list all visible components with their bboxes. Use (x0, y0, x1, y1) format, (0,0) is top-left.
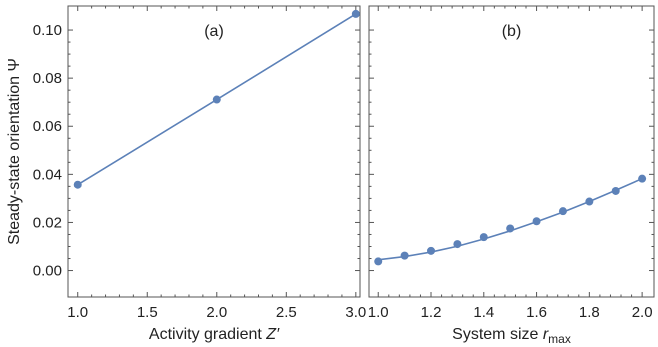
data-point (453, 240, 462, 249)
panel-b-ticks (369, 6, 654, 297)
data-point (611, 186, 620, 195)
y-tick-label: 0.00 (33, 263, 62, 280)
data-point (374, 257, 383, 266)
data-point (400, 251, 409, 260)
panel-b-xlabel-sub: max (548, 332, 571, 346)
panel-a-xlabel-var: Z′ (265, 326, 280, 343)
data-point (532, 217, 541, 226)
panel-b-ticklabels: 1.0 1.2 1.4 1.6 1.8 2.0 (368, 304, 653, 321)
panel-b-xlabel-main: System size (452, 326, 543, 343)
panel-b: 1.0 1.2 1.4 1.6 1.8 2.0 (b) System size rmax (368, 5, 655, 346)
x-tick-label: 1.2 (421, 304, 442, 321)
x-tick-label: 1.0 (67, 304, 88, 321)
y-tick-label: 0.08 (33, 70, 62, 87)
data-point (212, 95, 221, 104)
panel-b-label: (b) (502, 23, 522, 40)
panel-a-plot (73, 9, 360, 189)
panel-a-label: (a) (204, 23, 224, 40)
x-tick-label: 3.0 (345, 304, 366, 321)
x-tick-label: 1.6 (526, 304, 547, 321)
panel-a: 1.0 1.5 2.0 2.5 3.00.000.020.040.060.080.10 … (6, 5, 366, 343)
data-point (73, 180, 82, 189)
panel-a-ticks (68, 6, 360, 297)
data-point (506, 224, 515, 233)
data-point (427, 246, 436, 255)
panel-a-frame (67, 5, 361, 298)
x-tick-label: 1.8 (579, 304, 600, 321)
x-tick-label: 1.0 (368, 304, 389, 321)
y-tick-label: 0.02 (33, 214, 62, 231)
panel-b-xlabel-var: r (543, 326, 549, 343)
fit-line (378, 177, 643, 261)
y-tick-label: 0.04 (33, 166, 62, 183)
y-tick-label: 0.06 (33, 118, 62, 135)
panel-a-xlabel-main: Activity gradient (149, 326, 266, 343)
x-tick-label: 2.0 (206, 304, 227, 321)
x-tick-label: 2.0 (632, 304, 653, 321)
panel-a-xlabel: Activity gradient Z′ (149, 326, 280, 343)
data-point (558, 207, 567, 216)
data-point (638, 174, 647, 183)
data-point (479, 233, 488, 242)
panel-a-ylabel: Steady-state orientation Ψ (6, 58, 23, 245)
panel-b-plot (374, 174, 647, 266)
panel-a-ticklabels: 1.0 1.5 2.0 2.5 3.0 0.00 0.02 0.04 0.06 0.08 0.10 (33, 22, 366, 321)
x-tick-label: 2.5 (276, 304, 297, 321)
x-tick-label: 1.5 (137, 304, 158, 321)
data-point (585, 197, 594, 206)
x-tick-label: 1.4 (473, 304, 494, 321)
panel-b-frame (368, 5, 655, 298)
y-tick-label: 0.10 (33, 22, 62, 39)
data-point (351, 9, 360, 18)
panel-b-xlabel: System size rmax (452, 326, 571, 346)
